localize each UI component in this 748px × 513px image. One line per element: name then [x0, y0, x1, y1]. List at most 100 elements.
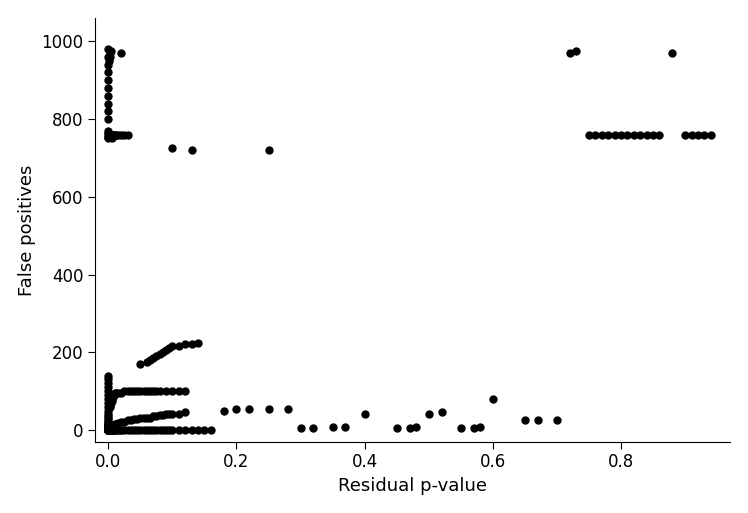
Point	[163, 426, 175, 434]
Point	[340, 423, 352, 431]
Point	[106, 422, 118, 430]
Point	[104, 426, 116, 434]
Point	[205, 426, 217, 434]
Point	[295, 424, 307, 432]
Point	[102, 387, 114, 395]
Point	[135, 387, 147, 395]
Point	[104, 424, 116, 432]
Point	[102, 424, 114, 432]
Point	[105, 399, 117, 407]
Point	[144, 426, 156, 434]
Point	[192, 339, 204, 347]
Point	[108, 426, 120, 434]
Point	[108, 426, 120, 434]
Point	[423, 410, 435, 419]
Point	[487, 395, 499, 403]
Point	[102, 45, 114, 53]
Point	[102, 424, 114, 432]
Point	[160, 387, 172, 395]
Point	[104, 49, 116, 57]
Point	[102, 426, 114, 434]
Point	[102, 422, 114, 430]
Point	[147, 412, 159, 421]
Point	[107, 422, 119, 430]
Point	[180, 387, 191, 395]
Point	[102, 129, 114, 137]
Point	[102, 76, 114, 84]
Point	[104, 426, 116, 434]
Point	[570, 47, 582, 55]
Point	[118, 387, 130, 395]
Point	[102, 426, 114, 434]
Point	[108, 130, 120, 139]
Point	[180, 408, 191, 417]
Point	[153, 411, 165, 419]
Point	[102, 426, 114, 434]
Point	[102, 403, 114, 411]
Point	[102, 395, 114, 403]
Point	[263, 146, 275, 154]
Point	[121, 426, 133, 434]
Point	[263, 404, 275, 412]
Point	[186, 340, 197, 348]
Point	[108, 421, 120, 429]
Point	[105, 47, 117, 55]
Point	[125, 387, 137, 395]
Point	[108, 130, 120, 139]
Point	[102, 426, 114, 434]
Point	[160, 426, 172, 434]
Point	[102, 92, 114, 100]
Point	[173, 409, 185, 418]
Point	[654, 130, 666, 139]
Point	[157, 426, 169, 434]
Point	[144, 387, 156, 395]
Point	[102, 419, 114, 427]
Point	[282, 404, 294, 412]
Point	[125, 416, 137, 424]
Point	[163, 410, 175, 419]
Point	[102, 410, 114, 419]
Point	[105, 426, 117, 434]
Point	[105, 423, 117, 431]
Point	[102, 406, 114, 415]
Point	[102, 53, 114, 61]
Point	[138, 426, 150, 434]
Point	[359, 410, 371, 419]
Point	[186, 426, 197, 434]
Point	[141, 426, 153, 434]
Point	[180, 340, 191, 348]
Point	[102, 379, 114, 387]
Point	[141, 358, 153, 366]
Point	[602, 130, 614, 139]
Point	[173, 342, 185, 350]
Point	[455, 424, 467, 432]
Y-axis label: False positives: False positives	[18, 164, 36, 295]
Point	[108, 130, 120, 139]
Point	[102, 421, 114, 429]
Point	[115, 418, 127, 426]
Point	[166, 342, 178, 350]
Point	[102, 127, 114, 135]
Point	[105, 397, 117, 405]
Point	[102, 426, 114, 434]
Point	[404, 424, 416, 432]
Point	[107, 393, 119, 401]
Point	[474, 423, 486, 431]
Point	[104, 401, 116, 409]
Point	[180, 426, 191, 434]
Point	[112, 389, 124, 397]
Point	[104, 424, 116, 432]
Point	[686, 130, 698, 139]
Point	[107, 130, 119, 139]
Point	[102, 425, 114, 433]
Point	[102, 424, 114, 432]
Point	[102, 376, 114, 384]
Point	[128, 387, 140, 395]
Point	[102, 68, 114, 76]
Point	[102, 418, 114, 426]
Point	[160, 346, 172, 354]
Point	[102, 426, 114, 434]
Point	[141, 413, 153, 422]
Point	[121, 130, 133, 139]
Point	[647, 130, 659, 139]
